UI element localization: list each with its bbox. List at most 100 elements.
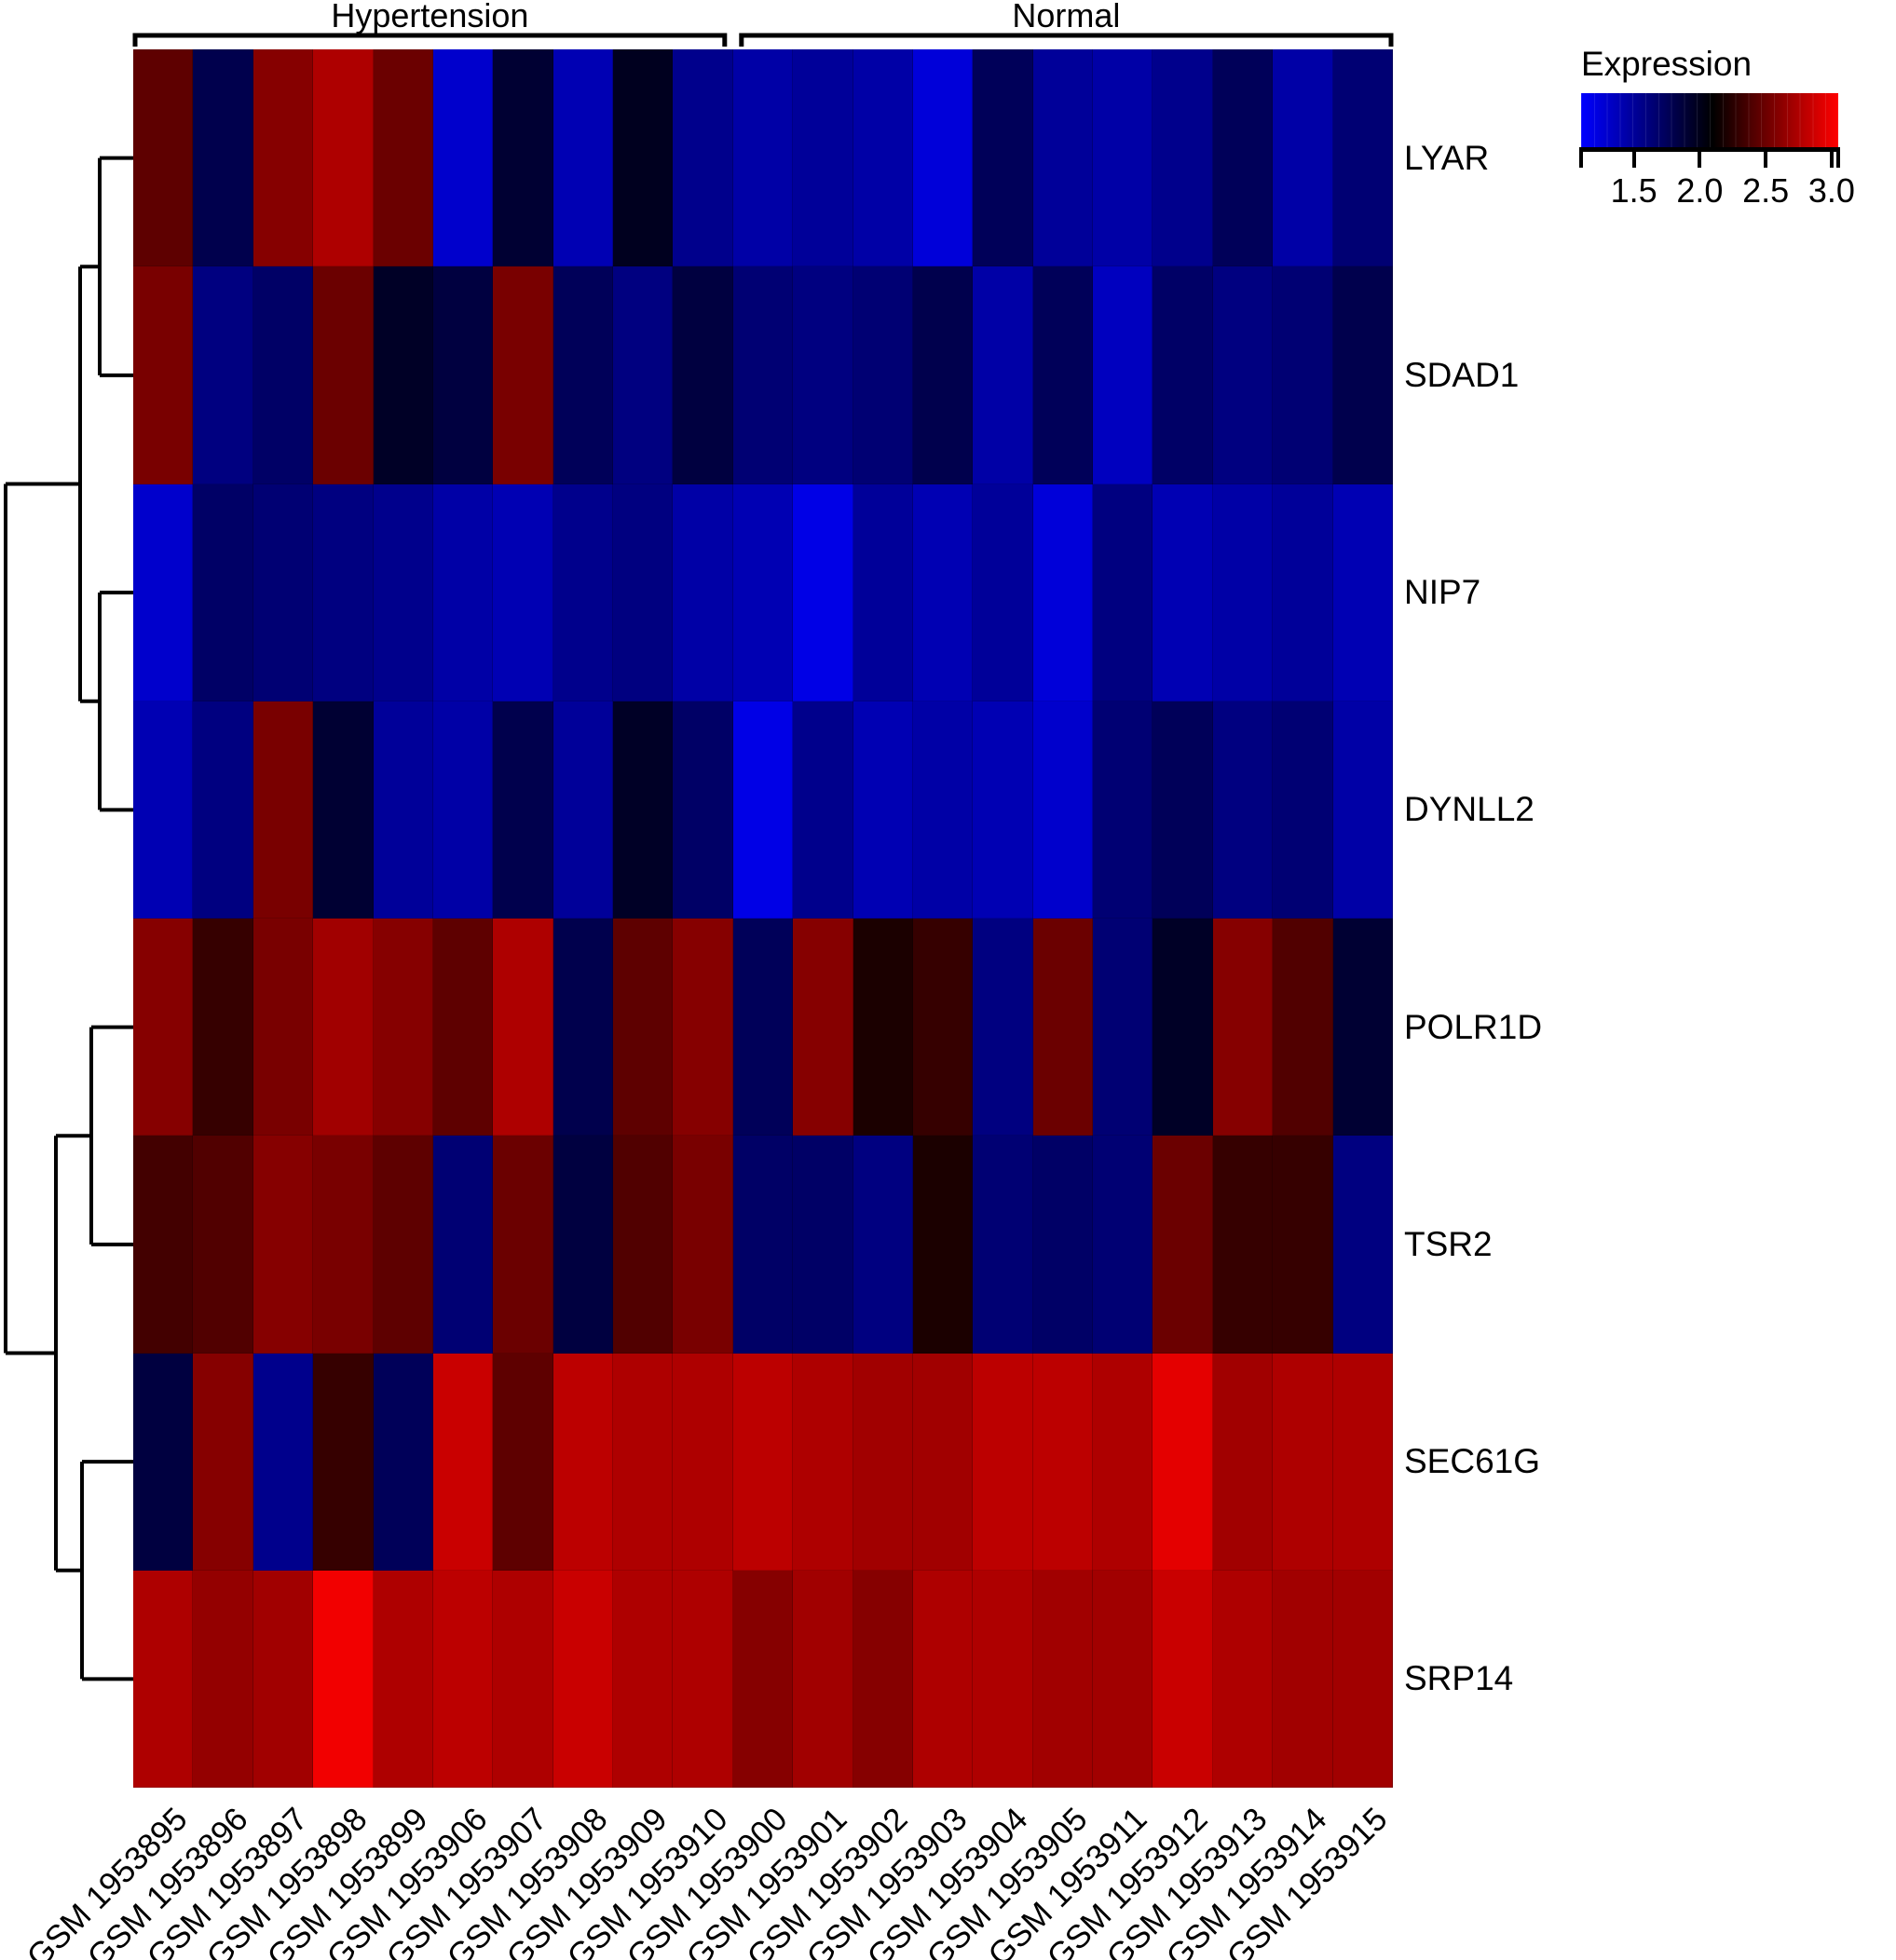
heatmap-cell — [552, 1570, 614, 1788]
heatmap-cell — [493, 1136, 553, 1354]
heatmap-cell — [973, 701, 1033, 919]
heatmap-cell — [193, 266, 253, 484]
heatmap-cell — [673, 1353, 733, 1571]
heatmap-cell — [912, 919, 974, 1137]
heatmap-cell — [1273, 919, 1333, 1137]
heatmap-cell — [1212, 266, 1274, 484]
row-label: LYAR — [1404, 138, 1490, 177]
heatmap-cell — [552, 919, 614, 1137]
heatmap-cell — [1273, 701, 1333, 919]
heatmap-cell — [1212, 701, 1274, 919]
heatmap-cell — [793, 1353, 853, 1571]
heatmap-cell — [1093, 919, 1153, 1137]
heatmap-cell — [973, 919, 1033, 1137]
heatmap-cell — [493, 483, 553, 701]
heatmap-cell — [1273, 483, 1333, 701]
heatmap-cell — [793, 49, 853, 267]
legend-tick — [1579, 152, 1583, 168]
heatmap-cell — [1212, 1136, 1274, 1354]
heatmap-cell — [1153, 1570, 1213, 1788]
legend-tick-label: 2.0 — [1676, 171, 1724, 210]
heatmap-cell — [853, 49, 913, 267]
heatmap-cell — [432, 1570, 494, 1788]
heatmap-grid — [133, 49, 1393, 1788]
heatmap-cell — [613, 266, 674, 484]
heatmap-cell — [853, 701, 913, 919]
heatmap-cell — [493, 701, 553, 919]
heatmap-cell — [853, 1353, 913, 1571]
heatmap-cell — [432, 1353, 494, 1571]
heatmap-cell — [853, 1570, 913, 1788]
heatmap-cell — [133, 49, 194, 267]
heatmap-cell — [552, 266, 614, 484]
heatmap-cell — [133, 483, 194, 701]
heatmap-cell — [432, 919, 494, 1137]
heatmap-cell — [1153, 483, 1213, 701]
heatmap-cell — [373, 1136, 433, 1354]
heatmap-cell — [1153, 49, 1213, 267]
heatmap-cell — [912, 266, 974, 484]
heatmap-cell — [313, 483, 374, 701]
heatmap-cell — [373, 1353, 433, 1571]
heatmap-cell — [973, 266, 1033, 484]
heatmap-cell — [732, 49, 794, 267]
legend-tick-label: 2.5 — [1742, 171, 1790, 210]
heatmap-cell — [793, 919, 853, 1137]
heatmap-cell — [613, 919, 674, 1137]
heatmap-cell — [552, 49, 614, 267]
heatmap-cell — [552, 483, 614, 701]
heatmap-cell — [1032, 266, 1094, 484]
legend-tick — [1631, 152, 1636, 168]
heatmap-cell — [252, 1136, 314, 1354]
heatmap-cell — [1032, 1570, 1094, 1788]
row-label: NIP7 — [1404, 573, 1481, 612]
heatmap-cell — [252, 483, 314, 701]
heatmap-cell — [1273, 1353, 1333, 1571]
heatmap-cell — [853, 919, 913, 1137]
heatmap-cell — [1332, 701, 1393, 919]
heatmap-cell — [493, 266, 553, 484]
heatmap-cell — [973, 1570, 1033, 1788]
heatmap-cell — [1212, 1570, 1274, 1788]
heatmap-cell — [1093, 1136, 1153, 1354]
heatmap-cell — [853, 266, 913, 484]
heatmap-cell — [193, 1570, 253, 1788]
heatmap-cell — [373, 49, 433, 267]
heatmap-cell — [552, 1136, 614, 1354]
heatmap-cell — [793, 266, 853, 484]
heatmap-cell — [673, 919, 733, 1137]
group-bracket — [739, 33, 1394, 47]
row-label: POLR1D — [1404, 1007, 1543, 1046]
heatmap-cell — [1153, 1353, 1213, 1571]
heatmap-cell — [252, 1353, 314, 1571]
heatmap-cell — [673, 49, 733, 267]
heatmap-cell — [613, 1136, 674, 1354]
heatmap-cell — [613, 1353, 674, 1571]
heatmap-cell — [673, 701, 733, 919]
heatmap-cell — [193, 49, 253, 267]
heatmap-cell — [193, 1353, 253, 1571]
heatmap-cell — [432, 266, 494, 484]
heatmap-cell — [1212, 49, 1274, 267]
row-label: TSR2 — [1404, 1224, 1493, 1263]
heatmap-cell — [912, 701, 974, 919]
heatmap-cell — [732, 919, 794, 1137]
heatmap-cell — [1153, 266, 1213, 484]
heatmap-cell — [853, 1136, 913, 1354]
heatmap-cell — [973, 49, 1033, 267]
heatmap-cell — [313, 266, 374, 484]
heatmap-cell — [373, 266, 433, 484]
heatmap-cell — [1093, 266, 1153, 484]
heatmap-cell — [912, 1353, 974, 1571]
heatmap-cell — [613, 1570, 674, 1788]
heatmap-cell — [133, 1353, 194, 1571]
heatmap-cell — [673, 483, 733, 701]
heatmap-cell — [313, 919, 374, 1137]
heatmap-cell — [193, 1136, 253, 1354]
heatmap-cell — [1212, 919, 1274, 1137]
heatmap-cell — [193, 919, 253, 1137]
heatmap-cell — [1212, 1353, 1274, 1571]
heatmap-cell — [1332, 483, 1393, 701]
heatmap-cell — [613, 49, 674, 267]
